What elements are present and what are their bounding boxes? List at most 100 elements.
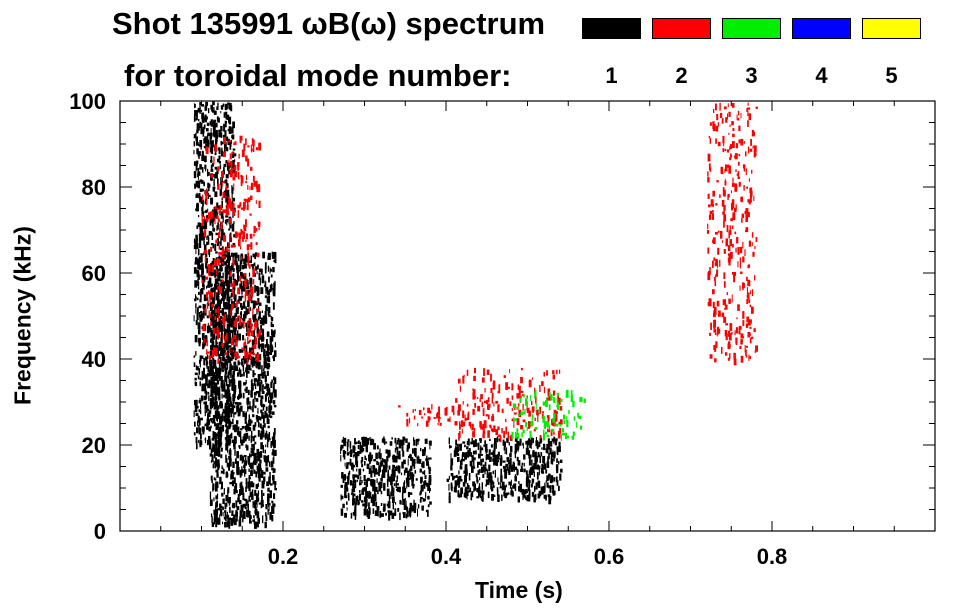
- spectral-point-mode-1: [250, 307, 252, 312]
- spectral-point-mode-1: [239, 489, 241, 497]
- spectral-point-mode-1: [211, 454, 214, 458]
- spectral-point-mode-1: [537, 454, 540, 458]
- spectral-point-mode-2: [215, 239, 218, 244]
- spectral-point-mode-1: [226, 270, 228, 277]
- spectral-point-mode-1: [216, 225, 218, 231]
- spectral-point-mode-2: [740, 271, 743, 275]
- spectral-point-mode-1: [215, 292, 219, 301]
- spectral-point-mode-2: [727, 357, 730, 361]
- spectral-point-mode-1: [239, 264, 242, 271]
- spectral-point-mode-1: [413, 462, 416, 469]
- spectral-point-mode-1: [256, 451, 258, 458]
- spectral-point-mode-2: [412, 409, 414, 413]
- spectral-point-mode-1: [243, 433, 247, 442]
- spectral-point-mode-2: [239, 202, 242, 207]
- spectral-point-mode-1: [200, 196, 203, 202]
- spectral-point-mode-1: [418, 459, 422, 464]
- spectral-point-mode-1: [203, 155, 207, 162]
- spectral-point-mode-1: [218, 341, 221, 348]
- spectral-point-mode-1: [459, 492, 463, 498]
- spectral-point-mode-2: [729, 252, 733, 259]
- spectral-point-mode-1: [222, 369, 224, 373]
- spectral-point-mode-2: [745, 227, 749, 232]
- spectral-point-mode-1: [547, 438, 550, 446]
- spectral-point-mode-1: [265, 316, 268, 324]
- spectral-point-mode-1: [521, 488, 525, 495]
- spectral-point-mode-2: [552, 390, 556, 396]
- spectral-point-mode-1: [236, 402, 240, 410]
- spectral-point-mode-1: [220, 376, 223, 383]
- spectral-point-mode-1: [218, 445, 221, 453]
- spectral-point-mode-1: [214, 325, 217, 331]
- spectral-point-mode-2: [710, 199, 714, 207]
- spectral-point-mode-1: [497, 451, 500, 457]
- spectral-point-mode-1: [224, 328, 226, 334]
- spectral-point-mode-1: [205, 261, 208, 269]
- spectral-point-mode-1: [214, 460, 217, 469]
- spectral-point-mode-1: [483, 444, 486, 447]
- spectral-point-mode-3: [565, 432, 567, 440]
- spectral-point-mode-1: [225, 380, 228, 387]
- spectral-point-mode-1: [215, 505, 217, 512]
- spectral-point-mode-2: [491, 397, 493, 404]
- spectral-point-mode-1: [230, 474, 233, 480]
- spectral-point-mode-1: [243, 345, 246, 351]
- spectral-point-mode-2: [543, 372, 545, 377]
- spectral-point-mode-1: [387, 453, 390, 458]
- spectral-point-mode-1: [228, 397, 231, 401]
- spectral-point-mode-1: [361, 480, 363, 484]
- spectral-point-mode-1: [202, 235, 205, 241]
- spectral-point-mode-1: [252, 424, 256, 431]
- spectral-point-mode-1: [486, 472, 489, 479]
- spectral-point-mode-1: [528, 493, 531, 500]
- spectral-point-mode-1: [234, 401, 238, 405]
- spectral-point-mode-2: [254, 337, 258, 345]
- spectral-point-mode-1: [397, 508, 400, 512]
- spectral-point-mode-2: [560, 419, 563, 425]
- spectral-point-mode-1: [203, 124, 206, 130]
- spectral-point-mode-1: [392, 501, 394, 510]
- spectral-point-mode-1: [364, 436, 367, 443]
- spectral-point-mode-1: [225, 429, 228, 434]
- spectral-point-mode-1: [373, 459, 377, 462]
- spectral-point-mode-1: [226, 302, 229, 309]
- spectral-point-mode-1: [252, 436, 255, 442]
- spectral-point-mode-1: [215, 412, 218, 416]
- spectral-point-mode-1: [466, 451, 469, 458]
- spectral-point-mode-1: [225, 458, 228, 463]
- spectral-point-mode-1: [530, 469, 533, 473]
- spectral-point-mode-1: [347, 472, 350, 480]
- spectral-point-mode-2: [739, 257, 741, 262]
- spectral-point-mode-2: [213, 347, 216, 356]
- spectral-point-mode-1: [273, 477, 275, 485]
- spectral-point-mode-1: [196, 427, 199, 432]
- spectral-point-mode-1: [354, 438, 356, 445]
- spectral-point-mode-1: [248, 272, 251, 277]
- spectral-point-mode-1: [420, 484, 424, 492]
- spectral-point-mode-1: [210, 169, 214, 172]
- spectral-point-mode-1: [239, 510, 243, 518]
- spectral-point-mode-2: [230, 209, 234, 211]
- spectral-point-mode-2: [238, 232, 242, 240]
- spectral-point-mode-1: [413, 439, 416, 446]
- spectral-point-mode-2: [247, 158, 250, 167]
- spectral-point-mode-1: [216, 469, 219, 475]
- spectral-point-mode-1: [386, 488, 390, 497]
- spectral-point-mode-1: [459, 445, 462, 451]
- spectral-point-mode-1: [261, 365, 263, 373]
- spectral-point-mode-1: [197, 415, 200, 423]
- spectral-point-mode-1: [272, 330, 276, 338]
- spectral-point-mode-1: [521, 462, 524, 466]
- spectral-point-mode-2: [482, 430, 486, 434]
- spectral-point-mode-1: [203, 221, 206, 226]
- spectral-point-mode-1: [423, 470, 426, 475]
- spectral-point-mode-1: [207, 193, 210, 199]
- spectral-point-mode-1: [225, 403, 227, 409]
- spectral-point-mode-2: [747, 264, 750, 269]
- spectral-point-mode-1: [246, 308, 250, 315]
- spectral-point-mode-2: [725, 333, 728, 341]
- spectral-point-mode-1: [267, 254, 269, 258]
- spectral-point-mode-1: [370, 438, 374, 446]
- spectral-point-mode-1: [494, 449, 496, 455]
- spectral-point-mode-2: [232, 291, 235, 297]
